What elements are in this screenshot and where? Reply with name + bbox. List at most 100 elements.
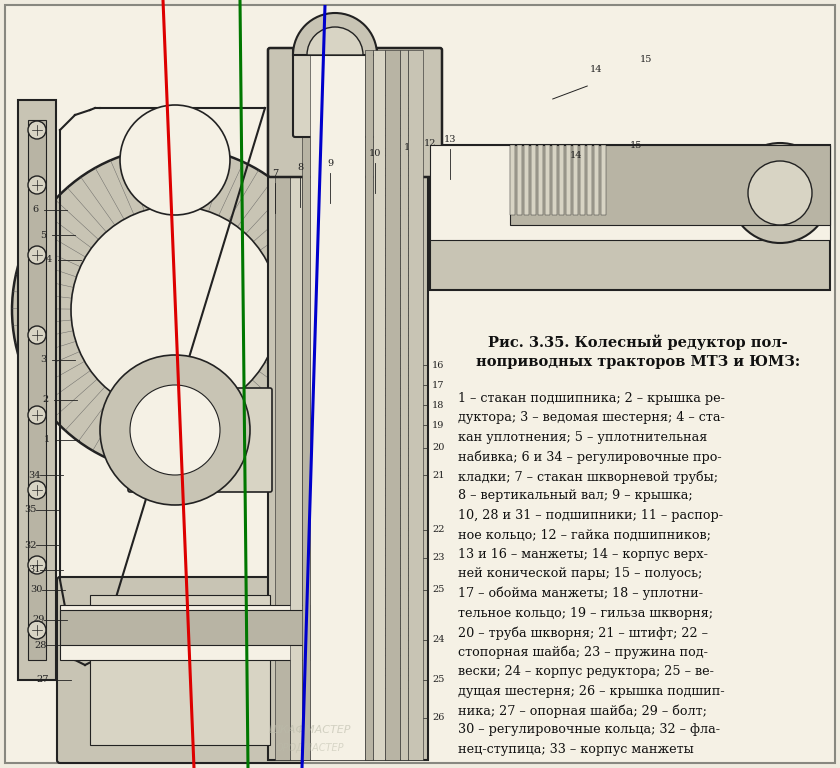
FancyBboxPatch shape	[510, 145, 515, 215]
FancyBboxPatch shape	[375, 655, 393, 668]
FancyBboxPatch shape	[395, 355, 413, 368]
FancyBboxPatch shape	[375, 395, 393, 408]
FancyBboxPatch shape	[408, 50, 423, 760]
FancyBboxPatch shape	[375, 215, 393, 228]
FancyBboxPatch shape	[395, 595, 413, 608]
FancyBboxPatch shape	[395, 295, 413, 308]
Circle shape	[28, 406, 46, 424]
FancyBboxPatch shape	[395, 435, 413, 448]
FancyBboxPatch shape	[375, 155, 393, 168]
Text: ШКАФМАСТЕР: ШКАФМАСТЕР	[269, 725, 351, 735]
Text: ОРОДМАСТЕР: ОРОДМАСТЕР	[276, 743, 344, 753]
Text: 14: 14	[570, 151, 582, 160]
Wedge shape	[307, 27, 363, 55]
FancyBboxPatch shape	[395, 615, 413, 628]
FancyBboxPatch shape	[375, 235, 393, 248]
FancyBboxPatch shape	[375, 535, 393, 548]
FancyBboxPatch shape	[453, 330, 833, 760]
Text: 10: 10	[369, 149, 381, 158]
FancyBboxPatch shape	[395, 555, 413, 568]
FancyBboxPatch shape	[395, 275, 413, 288]
FancyBboxPatch shape	[395, 655, 413, 668]
Text: 14: 14	[590, 65, 602, 74]
FancyBboxPatch shape	[375, 335, 393, 348]
FancyBboxPatch shape	[395, 115, 413, 128]
Text: 24: 24	[432, 635, 444, 644]
Text: 5: 5	[40, 230, 46, 240]
FancyBboxPatch shape	[60, 605, 310, 660]
FancyBboxPatch shape	[395, 515, 413, 528]
FancyBboxPatch shape	[430, 145, 830, 240]
FancyBboxPatch shape	[430, 145, 830, 290]
Text: тельное кольцо; 19 – гильза шкворня;: тельное кольцо; 19 – гильза шкворня;	[458, 607, 713, 620]
Text: 15: 15	[630, 141, 643, 150]
FancyBboxPatch shape	[375, 295, 393, 308]
Circle shape	[28, 326, 46, 344]
FancyBboxPatch shape	[395, 195, 413, 208]
Text: стопорная шайба; 23 – пружина под-: стопорная шайба; 23 – пружина под-	[458, 645, 708, 659]
Text: 2: 2	[42, 396, 48, 405]
Text: 32: 32	[24, 541, 36, 549]
Text: 18: 18	[432, 400, 444, 409]
Circle shape	[120, 105, 230, 215]
Text: 11: 11	[404, 143, 417, 152]
FancyBboxPatch shape	[559, 145, 564, 215]
FancyBboxPatch shape	[375, 555, 393, 568]
FancyBboxPatch shape	[538, 145, 543, 215]
Text: кладки; 7 – стакан шкворневой трубы;: кладки; 7 – стакан шкворневой трубы;	[458, 470, 718, 484]
FancyBboxPatch shape	[375, 575, 393, 588]
FancyBboxPatch shape	[373, 50, 385, 760]
Circle shape	[730, 143, 830, 243]
Circle shape	[71, 206, 279, 414]
FancyBboxPatch shape	[580, 145, 585, 215]
Text: 15: 15	[640, 55, 653, 65]
Text: 20: 20	[432, 443, 444, 452]
Text: 22: 22	[432, 525, 444, 535]
FancyBboxPatch shape	[395, 415, 413, 428]
Text: 30 – регулировочные кольца; 32 – фла-: 30 – регулировочные кольца; 32 – фла-	[458, 723, 720, 737]
FancyBboxPatch shape	[601, 145, 606, 215]
FancyBboxPatch shape	[28, 120, 46, 660]
Circle shape	[28, 246, 46, 264]
Text: 27: 27	[36, 676, 49, 684]
Circle shape	[28, 621, 46, 639]
FancyBboxPatch shape	[375, 195, 393, 208]
Text: ноприводных тракторов МТЗ и ЮМЗ:: ноприводных тракторов МТЗ и ЮМЗ:	[476, 355, 801, 369]
Text: кан уплотнения; 5 – уплотнительная: кан уплотнения; 5 – уплотнительная	[458, 431, 707, 444]
FancyBboxPatch shape	[400, 50, 408, 760]
FancyBboxPatch shape	[395, 475, 413, 488]
FancyBboxPatch shape	[573, 145, 578, 215]
FancyBboxPatch shape	[395, 175, 413, 188]
Text: вески; 24 – корпус редуктора; 25 – ве-: вески; 24 – корпус редуктора; 25 – ве-	[458, 665, 714, 678]
FancyBboxPatch shape	[395, 235, 413, 248]
Circle shape	[28, 481, 46, 499]
FancyBboxPatch shape	[375, 635, 393, 648]
FancyBboxPatch shape	[302, 50, 310, 760]
FancyBboxPatch shape	[395, 635, 413, 648]
Text: 7: 7	[272, 169, 278, 178]
Text: 35: 35	[24, 505, 36, 515]
Text: ное кольцо; 12 – гайка подшипников;: ное кольцо; 12 – гайка подшипников;	[458, 528, 711, 541]
Text: 25: 25	[432, 585, 444, 594]
FancyBboxPatch shape	[566, 145, 571, 215]
Text: 12: 12	[423, 139, 436, 148]
Text: 10, 28 и 31 – подшипники; 11 – распор-: 10, 28 и 31 – подшипники; 11 – распор-	[458, 509, 723, 522]
FancyBboxPatch shape	[375, 275, 393, 288]
Circle shape	[100, 355, 250, 505]
Text: 28: 28	[34, 641, 46, 650]
Text: нец-ступица; 33 – корпус манжеты: нец-ступица; 33 – корпус манжеты	[458, 743, 694, 756]
Text: 26: 26	[432, 713, 444, 723]
FancyBboxPatch shape	[531, 145, 536, 215]
FancyBboxPatch shape	[395, 375, 413, 388]
Text: 8 – вертикальный вал; 9 – крышка;: 8 – вертикальный вал; 9 – крышка;	[458, 489, 693, 502]
Text: 23: 23	[432, 554, 444, 562]
FancyBboxPatch shape	[268, 48, 442, 177]
Text: 21: 21	[432, 471, 444, 479]
FancyBboxPatch shape	[18, 100, 56, 680]
FancyBboxPatch shape	[395, 95, 413, 108]
FancyBboxPatch shape	[545, 145, 550, 215]
FancyBboxPatch shape	[90, 595, 270, 745]
Text: 20 – труба шкворня; 21 – штифт; 22 –: 20 – труба шкворня; 21 – штифт; 22 –	[458, 626, 708, 640]
Text: набивка; 6 и 34 – регулировочные про-: набивка; 6 и 34 – регулировочные про-	[458, 451, 722, 464]
FancyBboxPatch shape	[375, 315, 393, 328]
